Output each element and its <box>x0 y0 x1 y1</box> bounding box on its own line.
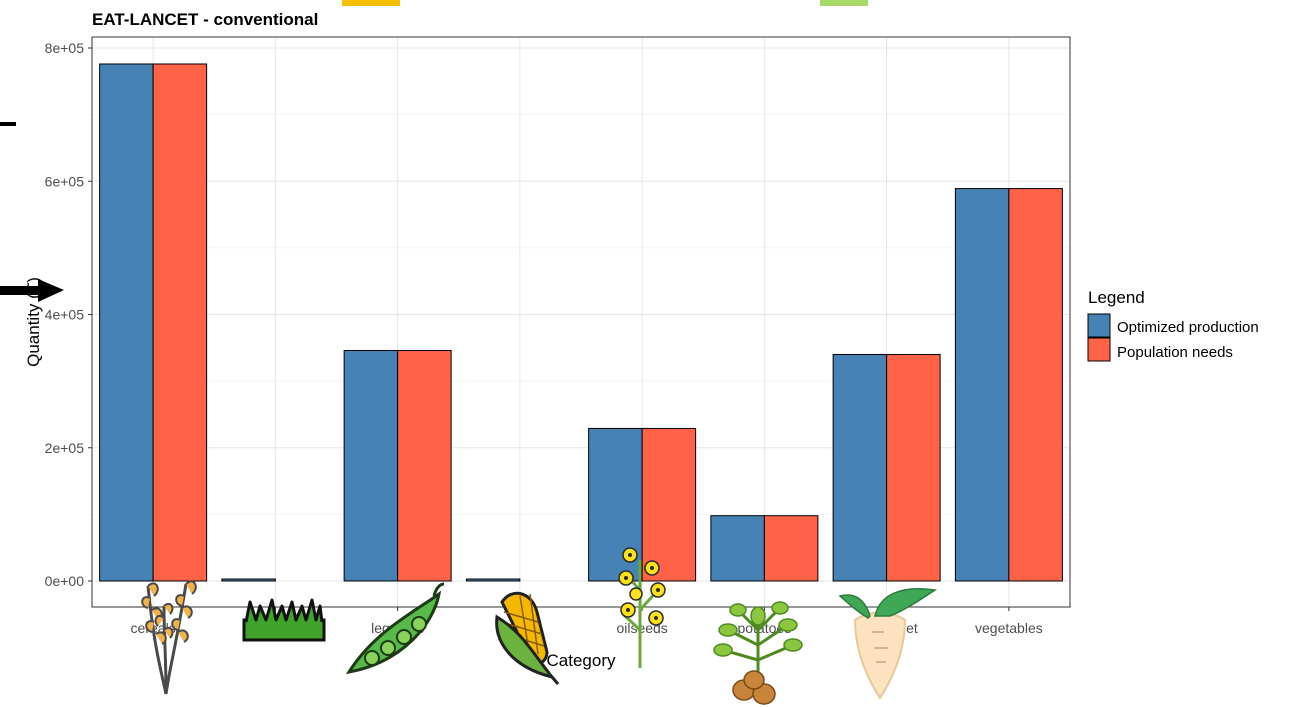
bars <box>99 63 1063 582</box>
legend-label-optimized: Optimized production <box>1117 319 1259 336</box>
y-axis-ticks: 0e+00 2e+05 4e+05 6e+05 8e+05 <box>45 40 92 589</box>
plot-panel <box>91 36 1071 608</box>
annotation-arrow-icon <box>0 279 64 302</box>
sugarbeet-icon <box>838 588 938 700</box>
y-tick-label: 2e+05 <box>45 440 85 456</box>
bar-vegetables-needs <box>1008 188 1063 582</box>
y-tick-label: 0e+00 <box>45 573 85 589</box>
legend-label-needs: Population needs <box>1117 344 1233 361</box>
x-tick-label-vegetables: vegetables <box>975 620 1043 636</box>
y-tick-label: 6e+05 <box>45 173 85 189</box>
potato-plant-icon <box>713 601 803 705</box>
bar-cereals-optimized <box>99 63 154 582</box>
cropped-badge-yellow <box>342 0 400 6</box>
bar-legumes-optimized <box>343 349 399 582</box>
peapod-icon <box>345 582 445 675</box>
legend-swatch-optimized <box>1087 313 1111 338</box>
bar-oilseeds-needs <box>641 427 697 582</box>
bar-vegetables-optimized <box>954 188 1010 582</box>
bar-potatoes-optimized <box>710 515 765 582</box>
legend-swatch-needs <box>1087 337 1111 362</box>
y-tick-label: 4e+05 <box>45 307 85 323</box>
bar-sugarbeet-needs <box>886 353 941 582</box>
rapeseed-flower-icon <box>618 547 666 668</box>
cropped-badge-green <box>820 0 868 6</box>
legend-title: Legend <box>1088 288 1145 307</box>
chart-title: EAT-LANCET - conventional <box>92 10 318 29</box>
corn-icon <box>495 591 560 685</box>
wheat-icon <box>141 580 197 695</box>
x-axis-title: Category <box>547 651 616 670</box>
bar-legumes-needs <box>397 349 452 582</box>
bar-sugarbeet-optimized <box>832 353 888 582</box>
y-tick-label: 8e+05 <box>45 40 85 56</box>
bar-maize-optimized <box>465 578 521 582</box>
bar-fodder-optimized <box>221 578 276 582</box>
bar-cereals-needs <box>152 63 208 582</box>
grass-icon <box>242 598 326 642</box>
legend: Legend Optimized production Population n… <box>1087 288 1259 362</box>
bar-potatoes-needs <box>763 515 819 582</box>
